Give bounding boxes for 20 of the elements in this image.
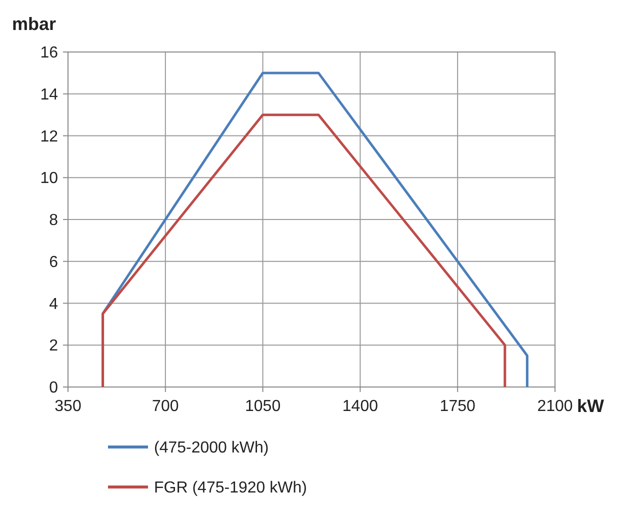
legend-label: FGR (475-1920 kWh) (154, 480, 307, 497)
x-tick-label: 350 (54, 398, 82, 415)
y-tick-label: 8 (49, 212, 58, 230)
x-tick-label: 1750 (440, 398, 476, 415)
y-tick-label: 2 (49, 338, 58, 355)
y-tick-label: 6 (49, 254, 58, 271)
y-tick-label: 12 (40, 128, 58, 146)
x-tick-label: 700 (152, 398, 179, 415)
line-series (102, 114, 506, 388)
y-tick-label: 4 (49, 296, 58, 313)
y-tick-label: 14 (40, 86, 58, 104)
x-tick-label: 1050 (245, 398, 281, 415)
y-tick-label: 0 (49, 380, 58, 397)
x-axis-title: kW (577, 396, 604, 416)
y-axis-title: mbar (12, 14, 56, 34)
y-tick-label: 10 (40, 170, 58, 188)
x-tick-label: 2100 (537, 398, 573, 415)
legend-label: (475-2000 kWh) (154, 440, 269, 457)
y-tick-label: 16 (40, 44, 58, 62)
x-tick-label: 1400 (342, 398, 378, 415)
